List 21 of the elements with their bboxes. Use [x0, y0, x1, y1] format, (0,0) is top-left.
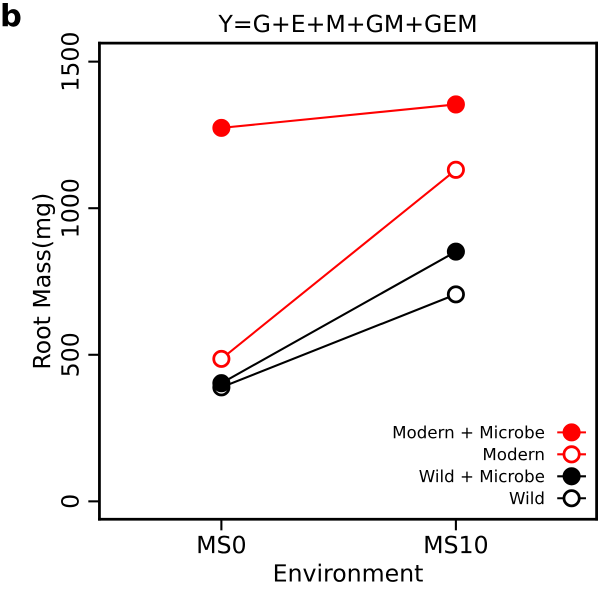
point	[212, 350, 230, 368]
legend-label: Modern + Microbe	[394, 426, 544, 438]
point	[446, 242, 465, 261]
legend-label: Wild + Microbe	[419, 469, 544, 482]
y-tick-label: 1500	[61, 33, 79, 90]
point	[212, 374, 230, 392]
x-tick-label: MS0	[198, 536, 246, 554]
legend-label: Modern	[484, 448, 544, 460]
chart-title: Y=G+E+M+GM+GEM	[218, 14, 476, 32]
point	[446, 160, 465, 179]
y-tick-label: 0	[61, 495, 79, 508]
text: b	[2, 3, 20, 27]
point	[446, 285, 465, 304]
legend-label: Wild	[510, 491, 544, 504]
y-tick-label: 1000	[61, 180, 79, 236]
point	[212, 118, 230, 137]
y-axis-title: Root Mass(mg)	[32, 194, 56, 368]
y-tick-label: 500	[61, 334, 79, 376]
x-axis-title: Environment	[274, 564, 423, 582]
x-tick-label: MS10	[426, 536, 488, 554]
point	[446, 95, 465, 114]
